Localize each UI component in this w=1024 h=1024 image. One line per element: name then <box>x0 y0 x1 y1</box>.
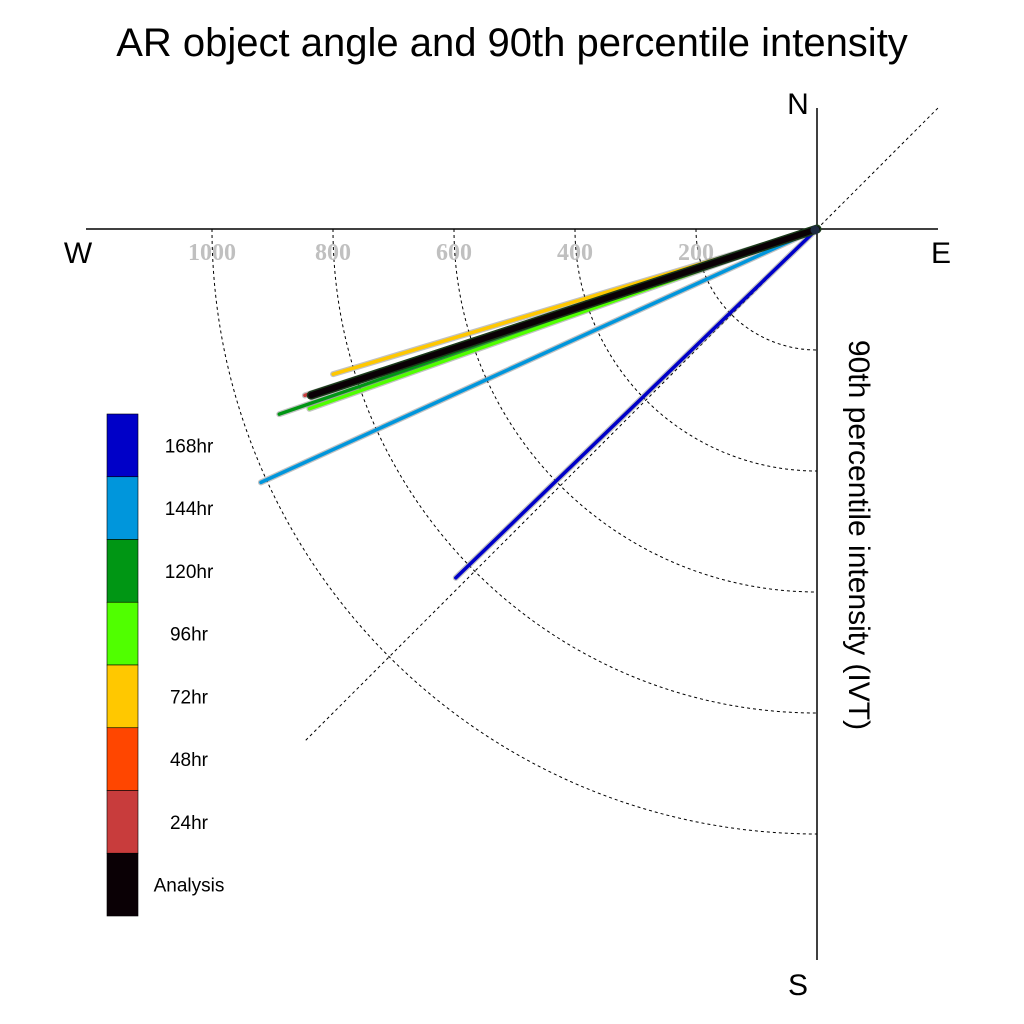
legend-label: 120hr <box>165 562 214 583</box>
y-axis-label: 90th percentile intensity (IVT) <box>842 340 875 730</box>
radial-tick-label: 400 <box>557 240 593 266</box>
legend-swatch <box>106 852 139 917</box>
vector-analysis <box>308 226 820 399</box>
legend-swatch <box>106 790 139 854</box>
legend-swatch <box>106 413 139 478</box>
origin-marker <box>810 225 820 235</box>
legend-label: 144hr <box>165 499 214 520</box>
legend-swatch <box>106 539 139 603</box>
compass-north: N <box>787 88 809 121</box>
compass-south: S <box>788 969 808 1002</box>
vectors <box>257 224 822 581</box>
legend-label: 168hr <box>165 436 214 457</box>
compass-east: E <box>931 237 951 270</box>
grid <box>211 228 818 835</box>
legend-label: Analysis <box>154 876 225 897</box>
legend-swatch <box>106 476 139 540</box>
radial-tick-label: 600 <box>436 240 472 266</box>
range-ring <box>211 228 818 835</box>
legend-label: 24hr <box>170 813 209 834</box>
legend-label: 48hr <box>170 750 209 771</box>
legend-label: 72hr <box>170 687 209 708</box>
legend-swatch <box>106 601 139 666</box>
legend-swatch <box>106 664 139 729</box>
radial-tick-label: 800 <box>315 240 351 266</box>
compass-west: W <box>64 237 93 270</box>
vector-144hr <box>259 227 819 485</box>
legend-swatch <box>106 727 139 791</box>
range-ring <box>695 228 818 351</box>
range-ring <box>574 228 818 472</box>
diagonal-sw <box>303 228 818 743</box>
chart-title: AR object angle and 90th percentile inte… <box>116 21 908 65</box>
vector-168hr <box>454 227 819 580</box>
radial-tick-label: 1000 <box>188 240 236 266</box>
range-ring <box>332 228 818 714</box>
legend: 168hr 144hr 120hr 96hr 72hr 48hr 24hr Analysis <box>106 413 225 917</box>
legend-label: 96hr <box>170 625 209 646</box>
diagonal-ne <box>816 107 939 230</box>
